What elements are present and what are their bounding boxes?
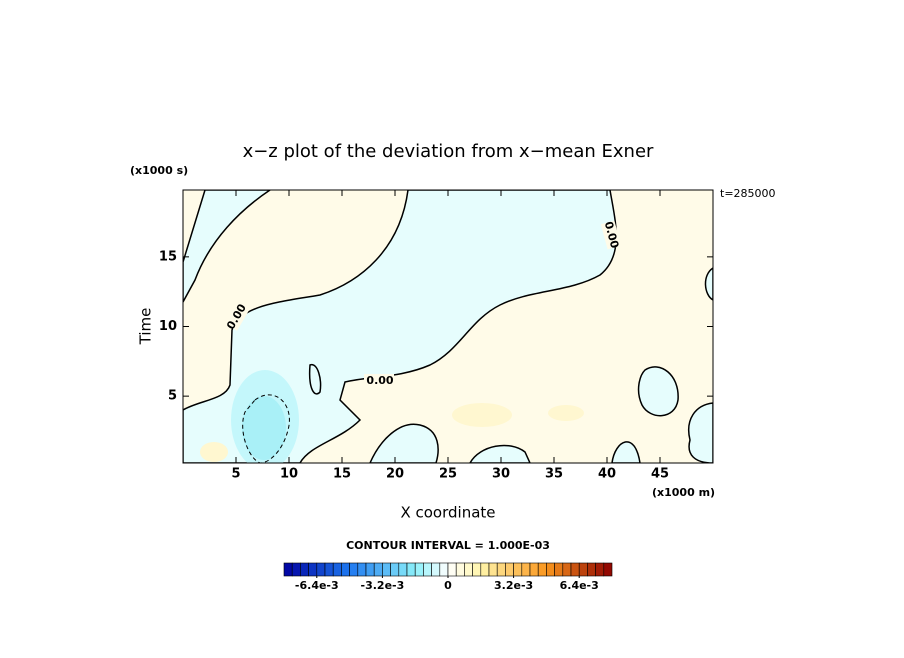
colorbar-box (382, 562, 391, 577)
contour-region (469, 444, 531, 463)
contour-region (369, 423, 439, 463)
contour-region (308, 364, 322, 395)
colorbar-box (455, 562, 465, 577)
colorbar-box (390, 562, 400, 577)
colorbar-box (349, 562, 359, 577)
x-tick-label: 30 (492, 467, 510, 482)
contour-interval: CONTOUR INTERVAL = 1.000E-03 (346, 539, 550, 552)
colorbar-box (324, 562, 334, 577)
y-tick-label: 15 (159, 249, 177, 264)
colorbar-box (537, 562, 547, 577)
colorbar-box (546, 562, 555, 577)
colorbar-box (308, 562, 318, 577)
colorbar-box (570, 562, 580, 577)
shade-region (452, 403, 512, 427)
shade-region (548, 405, 584, 421)
colorbar-tick-label: -6.4e-3 (295, 579, 339, 592)
colorbar-box (431, 562, 441, 577)
colorbar-box (480, 562, 490, 577)
colorbar-box (578, 562, 588, 577)
contour-field (183, 190, 713, 463)
x-tick-label: 45 (651, 467, 669, 482)
label-gap (600, 220, 622, 250)
contour-region (637, 366, 679, 417)
colorbar-box (406, 562, 416, 577)
chart-title: x−z plot of the deviation from x−mean Ex… (243, 141, 654, 162)
x-tick-label: 10 (280, 467, 298, 482)
colorbar-box (291, 562, 301, 577)
x-tick-label: 25 (439, 467, 457, 482)
colorbar-box (472, 562, 482, 577)
y-unit: (x1000 s) (130, 164, 188, 177)
colorbar-box (513, 562, 523, 577)
colorbar-box (357, 562, 367, 577)
colorbar-box (300, 562, 309, 577)
colorbar-box (447, 562, 457, 577)
x-tick-label: 20 (386, 467, 404, 482)
x-axis-label: X coordinate (400, 504, 495, 522)
colorbar-box (488, 562, 498, 577)
label-gap (364, 374, 394, 387)
y-tick-label: 5 (168, 389, 177, 404)
colorbar-box (283, 562, 293, 577)
contour-label: 0.00 (366, 374, 393, 387)
x-tick-label: 5 (231, 467, 240, 482)
negative-contour (242, 394, 290, 463)
colorbar-box (316, 562, 326, 577)
colorbar-box (398, 562, 408, 577)
annotation: t=285000 (720, 187, 776, 200)
x-tick-label: 35 (545, 467, 563, 482)
x-unit: (x1000 m) (652, 486, 715, 499)
colorbar-box (529, 562, 539, 577)
y-axis-label: Time (137, 308, 155, 346)
colorbar-box (562, 562, 572, 577)
colorbar-box (414, 562, 424, 577)
colorbar-box (373, 562, 383, 577)
x-tick-label: 15 (333, 467, 351, 482)
colorbar-box (423, 562, 432, 577)
colorbar-box (341, 562, 350, 577)
colorbar-box (464, 562, 473, 577)
shade-region (200, 442, 228, 462)
colorbar-box (595, 562, 605, 577)
colorbar-tick-label: 6.4e-3 (560, 579, 599, 592)
x-tick-label: 40 (598, 467, 616, 482)
colorbar-box (332, 562, 342, 577)
contour-region (688, 402, 713, 463)
y-tick-label: 10 (159, 319, 177, 334)
colorbar-tick-label: -3.2e-3 (361, 579, 405, 592)
colorbar-box (439, 562, 449, 577)
contour-region (183, 190, 272, 303)
colorbar-tick-label: 0 (444, 579, 452, 592)
colorbar-tick-label: 3.2e-3 (494, 579, 533, 592)
colorbar-box (587, 562, 596, 577)
colorbar-box (603, 562, 613, 577)
colorbar-box (496, 562, 506, 577)
colorbar-box (505, 562, 514, 577)
label-gap (224, 303, 250, 331)
colorbar-box (521, 562, 531, 577)
colorbar-box (365, 562, 375, 577)
shade-region (242, 396, 286, 460)
colorbar-box (554, 562, 564, 577)
